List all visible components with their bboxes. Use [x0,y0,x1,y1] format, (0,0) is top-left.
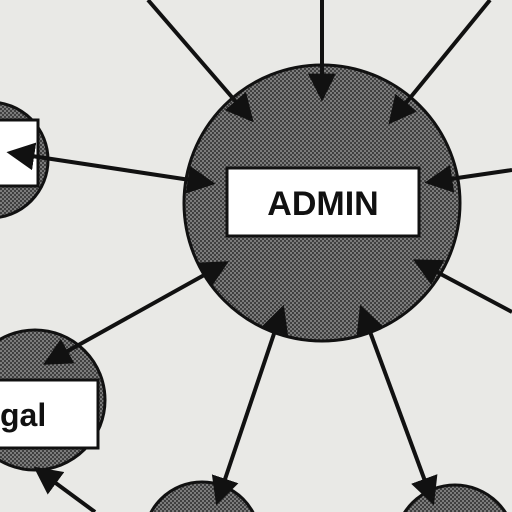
node-bottom-left-label-box [0,378,100,450]
node-bottom-right-partial [403,483,507,512]
node-admin[interactable]: ADMIN [182,63,462,343]
node-admin-label-box [225,166,421,238]
arrow-admin-to-top-left-node [6,142,216,194]
node-top-left-partial [0,101,50,219]
arrow-admin-to-bottom-left-node [43,261,229,365]
node-admin-label: ADMIN [267,185,378,223]
node-bottom-center-partial [149,480,255,512]
arrow-lower-right-to-admin [413,259,512,314]
arrow-admin-to-bottom-center-node [211,304,289,506]
arrow-top-left-to-admin [146,0,254,123]
node-bottom-left-label: gal [0,397,46,433]
node-bottom-left-partial: gal [0,328,107,472]
arrow-right-to-admin [424,164,512,193]
arrow-bottom-to-left-node [33,466,97,512]
arrow-admin-to-bottom-right-node [356,304,438,506]
arrow-top-right-to-admin [388,0,492,125]
